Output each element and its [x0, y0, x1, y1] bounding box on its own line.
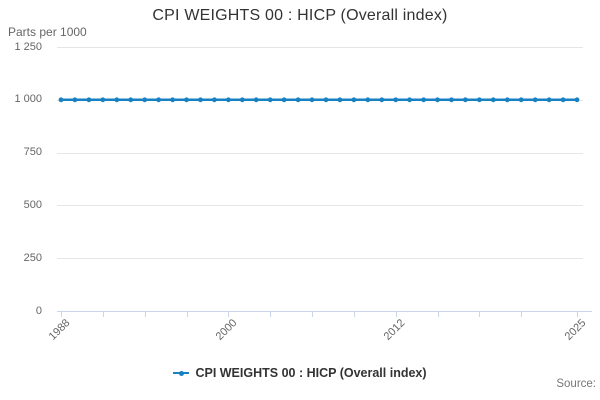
- series-point-marker[interactable]: [477, 97, 482, 103]
- series-point-marker[interactable]: [198, 97, 203, 103]
- series-point-marker[interactable]: [560, 97, 566, 103]
- x-axis-tick: [144, 312, 146, 317]
- series-point-marker[interactable]: [393, 97, 399, 103]
- series-point-marker[interactable]: [337, 97, 343, 103]
- y-axis-title: Parts per 1000: [8, 25, 87, 39]
- series-point-marker[interactable]: [407, 97, 412, 103]
- x-axis-tick: [102, 312, 104, 317]
- series-point-marker[interactable]: [253, 97, 259, 103]
- series-point-marker[interactable]: [295, 97, 301, 103]
- series-point-marker[interactable]: [463, 97, 468, 103]
- x-axis-tick: [312, 312, 314, 317]
- series-point-marker[interactable]: [532, 97, 538, 103]
- x-axis-tick: [437, 312, 439, 317]
- series-point-marker[interactable]: [184, 97, 189, 103]
- series-point-marker[interactable]: [142, 97, 148, 103]
- x-axis-line: [57, 311, 592, 312]
- series-point-marker[interactable]: [281, 97, 287, 103]
- y-axis-tick-label: 250: [23, 251, 42, 264]
- series-point-marker[interactable]: [239, 97, 245, 103]
- source-credit: Source:: [556, 378, 596, 390]
- legend-item[interactable]: CPI WEIGHTS 00 : HICP (Overall index): [173, 366, 427, 380]
- series-point-marker[interactable]: [504, 97, 510, 103]
- y-gridline: [57, 205, 583, 207]
- series-point-marker[interactable]: [114, 97, 120, 103]
- series-point-marker[interactable]: [212, 97, 217, 103]
- series-point-marker[interactable]: [351, 97, 357, 103]
- y-axis-tick-label: 1 000: [14, 93, 42, 106]
- x-axis-tick: [270, 312, 272, 317]
- x-axis-tick: [228, 312, 230, 317]
- series-point-marker[interactable]: [267, 97, 273, 103]
- y-gridline: [57, 47, 583, 48]
- legend: CPI WEIGHTS 00 : HICP (Overall index): [0, 366, 600, 380]
- series-point-marker[interactable]: [128, 97, 134, 103]
- y-axis-tick-label: 1 250: [14, 40, 42, 53]
- legend-label: CPI WEIGHTS 00 : HICP (Overall index): [195, 366, 427, 380]
- series-point-marker[interactable]: [156, 97, 162, 103]
- x-axis-tick: [577, 312, 578, 317]
- series-point-marker[interactable]: [72, 97, 78, 103]
- y-axis-tick-label: 500: [23, 198, 42, 211]
- series-point-marker[interactable]: [574, 97, 580, 103]
- y-gridline: [57, 258, 583, 260]
- series-point-marker[interactable]: [58, 97, 64, 103]
- legend-dot-icon: [178, 370, 184, 376]
- x-axis-tick: [353, 312, 355, 317]
- x-axis-tick: [521, 312, 523, 317]
- series-point-marker[interactable]: [309, 97, 315, 103]
- series-point-marker[interactable]: [421, 97, 426, 103]
- legend-line-marker-icon: [173, 370, 190, 376]
- series-point-marker[interactable]: [379, 97, 385, 103]
- y-axis-tick-label: 0: [35, 304, 42, 317]
- series-point-marker[interactable]: [100, 97, 106, 103]
- series-point-marker[interactable]: [546, 97, 552, 103]
- x-axis-tick: [479, 312, 481, 317]
- series-point-marker[interactable]: [86, 97, 92, 103]
- x-axis-tick: [61, 312, 62, 317]
- series-point-marker[interactable]: [435, 97, 440, 103]
- x-axis-tick: [186, 312, 188, 317]
- series-point-marker[interactable]: [323, 97, 329, 103]
- series-point-marker[interactable]: [170, 97, 176, 103]
- series-point-marker[interactable]: [449, 97, 454, 103]
- y-axis-tick-label: 750: [23, 146, 42, 159]
- series-point-marker[interactable]: [518, 97, 524, 103]
- series-point-marker[interactable]: [490, 97, 496, 103]
- y-gridline: [57, 152, 583, 154]
- chart-title: CPI WEIGHTS 00 : HICP (Overall index): [152, 7, 448, 24]
- x-axis-tick: [395, 312, 397, 317]
- series-point-marker[interactable]: [365, 97, 371, 103]
- series-point-marker[interactable]: [226, 97, 231, 103]
